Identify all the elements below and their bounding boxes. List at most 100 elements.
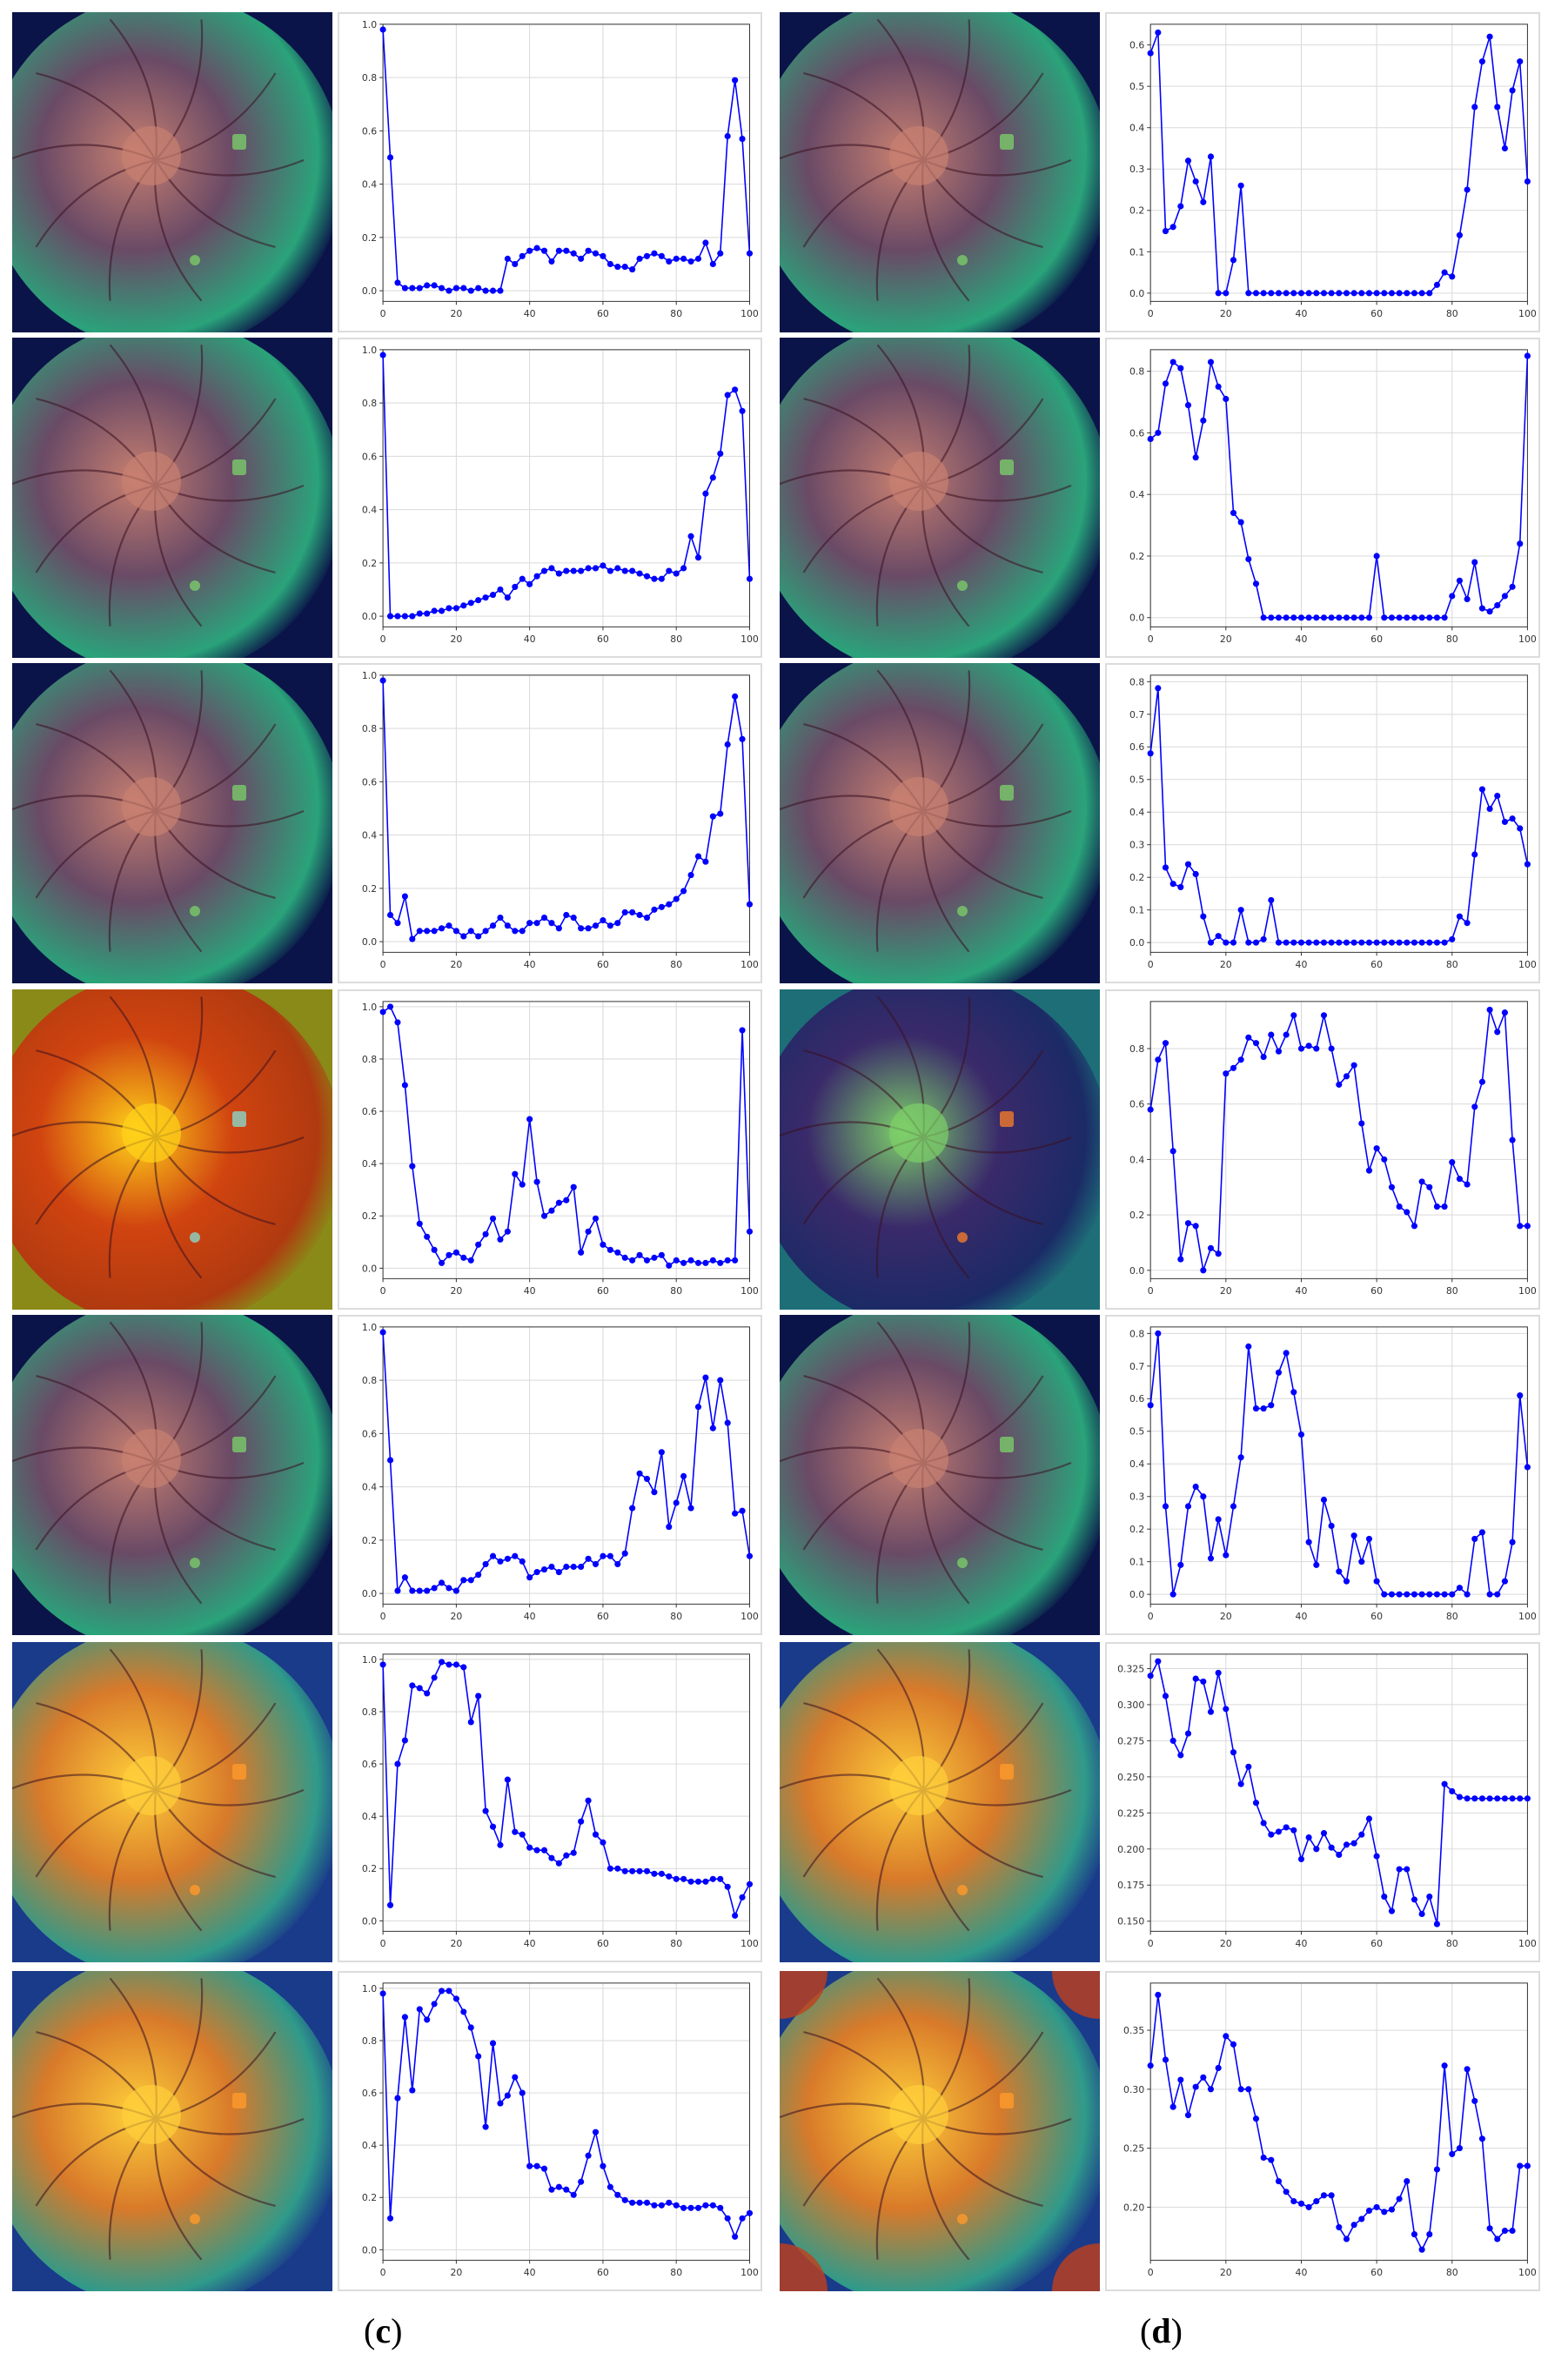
data-point: [1343, 1841, 1350, 1848]
data-point: [1230, 1749, 1237, 1756]
grid: [1149, 674, 1528, 953]
x-tick-label: 40: [1296, 634, 1308, 645]
data-point: [1501, 818, 1508, 826]
data-point: [717, 450, 724, 457]
x-tick-label: 60: [597, 1938, 609, 1949]
data-point: [1426, 2230, 1433, 2238]
data-point: [694, 1259, 702, 1266]
data-point: [519, 2089, 526, 2096]
data-point: [629, 266, 636, 273]
data-point: [1268, 1831, 1275, 1838]
data-point: [651, 1489, 658, 1496]
fundus-heatmap-c-7: [12, 1971, 332, 2291]
y-tick-label: 0.0: [1129, 1265, 1144, 1277]
x-tick-label: 40: [1296, 308, 1308, 319]
data-point: [409, 1682, 416, 1689]
data-point: [1449, 273, 1456, 280]
data-point: [1350, 939, 1357, 946]
data-point: [1365, 290, 1373, 297]
data-point: [1305, 939, 1312, 946]
data-point: [438, 607, 446, 614]
y-tick-label: 0.4: [1129, 123, 1144, 134]
y-tick-label: 0.2: [1129, 1210, 1144, 1221]
data-point: [386, 1457, 394, 1464]
data-point: [1207, 1244, 1215, 1251]
data-point: [1433, 1921, 1440, 1927]
data-point: [666, 1523, 673, 1531]
data-point: [1297, 1045, 1305, 1052]
data-point: [739, 2215, 746, 2222]
data-point: [724, 2215, 731, 2222]
data-point: [643, 573, 651, 580]
chart-svg-d-5: 0 20 40 60 80 100 0.0 0.1 0.2 0.3 0.4 0.5 0.6 0.7 0.8: [1129, 1326, 1537, 1622]
y-tick-label: 1.0: [362, 1002, 377, 1013]
x-tick-label: 100: [740, 1611, 759, 1622]
data-point: [1177, 1752, 1184, 1759]
data-point: [1252, 939, 1260, 946]
x-tick-label: 20: [1220, 1285, 1232, 1297]
data-point: [497, 914, 504, 922]
data-point: [548, 258, 555, 265]
data-point: [409, 935, 416, 942]
x-tick-label: 20: [1220, 634, 1232, 645]
data-point: [1336, 2223, 1343, 2230]
data-point: [1336, 1081, 1343, 1088]
y-tick-label: 0.325: [1117, 1663, 1144, 1674]
data-point: [460, 1254, 467, 1261]
data-point: [1418, 2246, 1425, 2253]
data-point: [497, 1558, 504, 1565]
grid: [1149, 23, 1528, 302]
data-point: [438, 1579, 446, 1586]
axes-frame: [1149, 349, 1528, 627]
y-tick-label: 0.225: [1117, 1807, 1144, 1819]
data-point: [533, 573, 540, 580]
data-point: [1441, 1780, 1448, 1787]
data-point: [1283, 1824, 1290, 1831]
y-tick-label: 0.4: [1129, 807, 1144, 818]
y-tick-label: 0.200: [1117, 1844, 1144, 1855]
data-point: [526, 1844, 533, 1851]
series-line: [382, 354, 751, 617]
x-tick-label: 60: [597, 1285, 609, 1297]
data-point: [1486, 608, 1493, 615]
data-point: [512, 1828, 519, 1835]
data-point: [606, 2183, 613, 2190]
data-point: [673, 570, 680, 577]
data-point: [1433, 281, 1440, 288]
x-tick-label: 60: [597, 634, 609, 645]
data-point: [578, 1249, 585, 1256]
y-tick-label: 0.275: [1117, 1735, 1144, 1746]
x-tick-label: 60: [597, 2267, 609, 2278]
data-point: [394, 279, 401, 286]
data-point: [1260, 1820, 1267, 1827]
x-tick-label: 60: [1370, 2267, 1383, 2278]
x-tick-label: 60: [1370, 308, 1383, 319]
data-point: [1305, 614, 1312, 621]
data-point: [1373, 939, 1380, 946]
data-point: [1184, 1220, 1192, 1227]
data-point: [658, 1870, 665, 1877]
data-point: [1283, 614, 1290, 621]
x-tick-label: 40: [524, 1938, 536, 1949]
data-point: [504, 922, 511, 929]
data-point: [519, 1831, 526, 1838]
data-point: [1328, 614, 1335, 621]
data-point: [702, 1878, 709, 1885]
x-tick-label: 100: [740, 308, 759, 319]
x-tick-label: 20: [1220, 308, 1232, 319]
data-point: [1524, 178, 1531, 185]
data-point: [1147, 2062, 1154, 2069]
data-point: [1230, 257, 1237, 264]
data-point: [1517, 1391, 1524, 1399]
x-tick-label: 80: [1446, 634, 1458, 645]
data-point: [1215, 1516, 1222, 1523]
data-point: [1358, 939, 1365, 946]
data-point: [1336, 1851, 1343, 1859]
data-point: [475, 597, 482, 604]
data-point: [1245, 2086, 1252, 2093]
data-point: [431, 1585, 438, 1592]
data-point: [460, 2008, 467, 2015]
data-point: [1509, 1539, 1516, 1545]
data-point: [732, 2233, 739, 2240]
y-tick-label: 0.0: [362, 1263, 377, 1274]
